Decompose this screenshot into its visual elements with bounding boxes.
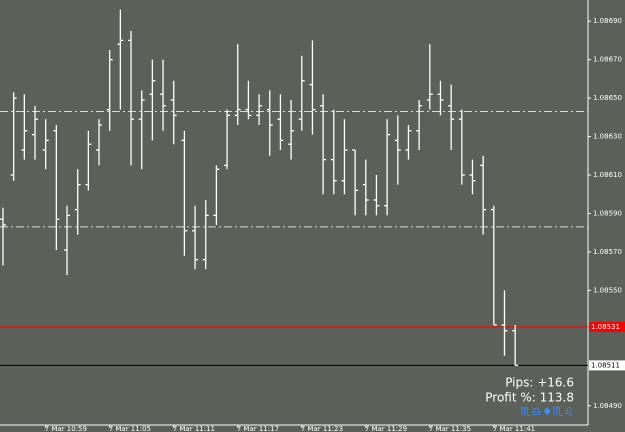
x-tick-label: 7 Mar 11:35: [429, 425, 471, 432]
x-tick-label: 7 Mar 11:17: [237, 425, 279, 432]
y-tick-label: 1.08670: [593, 56, 622, 64]
price-tag: [589, 360, 625, 371]
x-tick-label: 7 Mar 11:29: [365, 425, 407, 432]
y-tick-label: 1.08610: [593, 171, 622, 179]
price-tag-label: 1.08511: [591, 361, 620, 369]
x-tick-label: 7 Mar 11:23: [301, 425, 343, 432]
pips-text: Pips: +16.6: [505, 376, 574, 390]
symbols-text: ♏♎♦♏♌: [520, 405, 574, 419]
y-tick-label: 1.08490: [593, 402, 622, 410]
x-tick-label: 7 Mar 11:05: [109, 425, 151, 432]
y-tick-label: 1.08590: [593, 209, 622, 217]
x-tick-label: 7 Mar 11:11: [173, 425, 215, 432]
y-tick-label: 1.08550: [593, 286, 622, 294]
y-tick-label: 1.08650: [593, 94, 622, 102]
price-tag: [589, 321, 625, 332]
y-tick-label: 1.08690: [593, 17, 622, 25]
profit-text: Profit %: 113.8: [485, 391, 574, 405]
price-tag-label: 1.08531: [591, 323, 620, 331]
x-tick-label: 7 Mar 11:41: [493, 425, 535, 432]
x-tick-label: 7 Mar 10:59: [45, 425, 87, 432]
y-tick-label: 1.08570: [593, 248, 622, 256]
y-tick-label: 1.08630: [593, 133, 622, 141]
